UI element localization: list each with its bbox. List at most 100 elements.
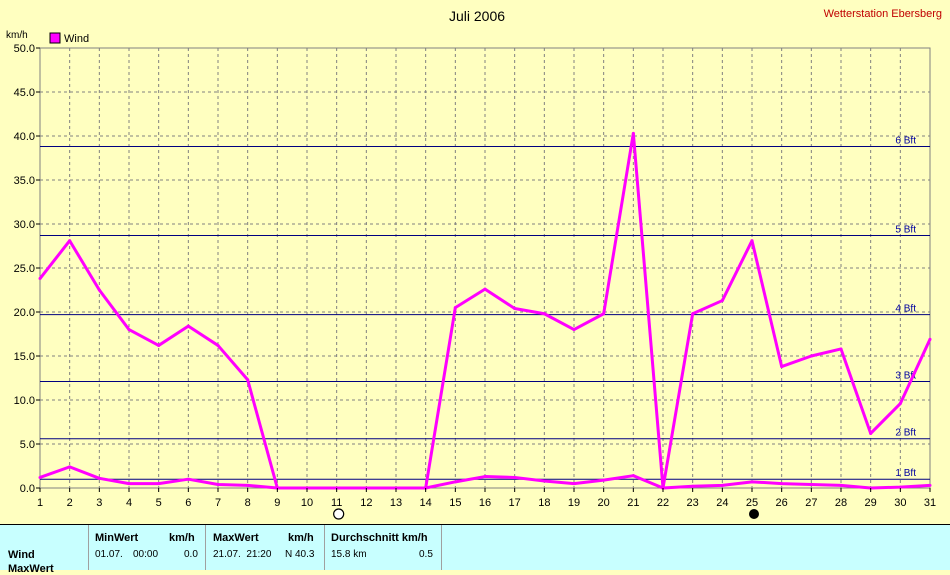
data-point	[513, 475, 517, 479]
data-point	[572, 328, 576, 332]
y-tick-label: 25.0	[14, 263, 35, 275]
legend-swatch	[49, 32, 61, 44]
x-tick-label: 15	[449, 497, 461, 509]
data-point	[542, 312, 546, 316]
beaufort-lines: 1 Bft 2 Bft 3 Bft 4 Bft 5 Bft 6 Bft	[40, 136, 930, 480]
x-tick-label: 14	[420, 497, 432, 509]
station-name: Wetterstation Ebersberg	[824, 8, 942, 20]
x-tick-label: 18	[538, 497, 550, 509]
x-tick-label: 11	[331, 497, 342, 509]
data-point	[186, 477, 190, 481]
stats-row2-label: MaxWert	[8, 563, 54, 575]
min-value: 0.0	[184, 549, 198, 560]
data-point	[928, 337, 932, 341]
data-point	[68, 239, 72, 243]
max-unit: km/h	[288, 532, 314, 544]
data-point	[542, 479, 546, 483]
beaufort-label: 5 Bft	[895, 224, 916, 235]
data-point	[572, 482, 576, 486]
x-tick-label: 30	[894, 497, 906, 509]
x-tick-label: 24	[716, 497, 728, 509]
data-point	[750, 239, 754, 243]
x-tick-label: 31	[924, 497, 936, 509]
data-point	[97, 476, 101, 480]
data-point	[453, 480, 457, 484]
x-tick-label: 27	[805, 497, 817, 509]
avg-run: 15.8 km	[331, 549, 367, 560]
y-tick-label: 30.0	[14, 219, 35, 231]
x-tick-label: 10	[301, 497, 313, 509]
data-point	[720, 299, 724, 303]
data-point	[246, 378, 250, 382]
min-date: 01.07.	[95, 549, 123, 560]
x-tick-label: 4	[126, 497, 132, 509]
x-tick-labels: 1 2 3 4 5 6 7 8 9 10 11 12 13 14 15 16 17 18 19 20 21 22 23 24 2…	[37, 488, 936, 509]
data-point	[809, 482, 813, 486]
data-point	[750, 480, 754, 484]
x-tick-label: 29	[865, 497, 877, 509]
data-point	[216, 343, 220, 347]
data-point	[483, 287, 487, 291]
y-tick-label: 5.0	[20, 439, 35, 451]
wind-chart: Juli 2006 Wetterstation Ebersberg km/h W…	[6, 8, 942, 520]
data-point	[631, 131, 635, 135]
y-tick-label: 50.0	[14, 43, 35, 55]
data-point	[869, 431, 873, 435]
beaufort-label: 3 Bft	[895, 371, 916, 382]
data-point	[216, 482, 220, 486]
x-tick-label: 6	[185, 497, 191, 509]
full-moon-icon	[333, 508, 345, 520]
data-point	[898, 485, 902, 489]
data-point	[602, 312, 606, 316]
x-tick-label: 19	[568, 497, 580, 509]
x-tick-label: 2	[67, 497, 73, 509]
x-tick-label: 13	[390, 497, 402, 509]
y-axis-unit: km/h	[6, 30, 28, 41]
x-tick-label: 16	[479, 497, 491, 509]
stats-max-column: MaxWert km/h 21.07. 21:20 N 40.3	[205, 525, 324, 570]
max-value: N 40.3	[285, 549, 315, 560]
x-tick-label: 3	[96, 497, 102, 509]
x-tick-label: 9	[274, 497, 280, 509]
x-tick-label: 1	[37, 497, 43, 509]
x-tick-label: 7	[215, 497, 221, 509]
y-tick-label: 35.0	[14, 175, 35, 187]
data-point	[127, 482, 131, 486]
data-point	[157, 482, 161, 486]
min-header: MinWert	[95, 532, 139, 544]
data-point	[691, 484, 695, 488]
avg-value: 0.5	[419, 549, 433, 560]
data-point	[186, 324, 190, 328]
data-point	[809, 354, 813, 358]
data-point	[839, 347, 843, 351]
x-tick-label: 21	[627, 497, 639, 509]
x-tick-label: 12	[360, 497, 372, 509]
y-tick-label: 40.0	[14, 131, 35, 143]
data-point	[157, 343, 161, 347]
min-unit: km/h	[169, 532, 195, 544]
data-point	[898, 402, 902, 406]
data-point	[720, 483, 724, 487]
data-point	[97, 288, 101, 292]
beaufort-label: 1 Bft	[895, 468, 916, 479]
x-tick-label: 22	[657, 497, 669, 509]
y-tick-label: 15.0	[14, 351, 35, 363]
y-tick-label: 45.0	[14, 87, 35, 99]
x-tick-label: 8	[245, 497, 251, 509]
y-tick-label: 10.0	[14, 395, 35, 407]
beaufort-label: 4 Bft	[895, 304, 916, 315]
data-point	[453, 306, 457, 310]
beaufort-label: 6 Bft	[895, 136, 916, 147]
chart-title: Juli 2006	[449, 8, 505, 24]
data-point	[780, 365, 784, 369]
grid-lines	[40, 48, 930, 488]
x-tick-label: 23	[687, 497, 699, 509]
moon-phases	[333, 508, 759, 520]
beaufort-label: 2 Bft	[895, 428, 916, 439]
data-point	[602, 478, 606, 482]
x-tick-label: 26	[776, 497, 788, 509]
data-point	[127, 328, 131, 332]
y-tick-label: 20.0	[14, 307, 35, 319]
stats-min-column: MinWert km/h 01.07. 00:00 0.0	[88, 525, 205, 570]
data-point	[68, 465, 72, 469]
